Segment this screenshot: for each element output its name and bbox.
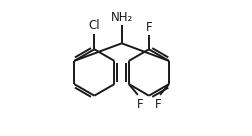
Text: F: F xyxy=(154,98,161,111)
Text: F: F xyxy=(136,98,143,111)
Text: NH₂: NH₂ xyxy=(110,11,132,24)
Text: Cl: Cl xyxy=(88,19,100,32)
Text: F: F xyxy=(145,21,152,34)
